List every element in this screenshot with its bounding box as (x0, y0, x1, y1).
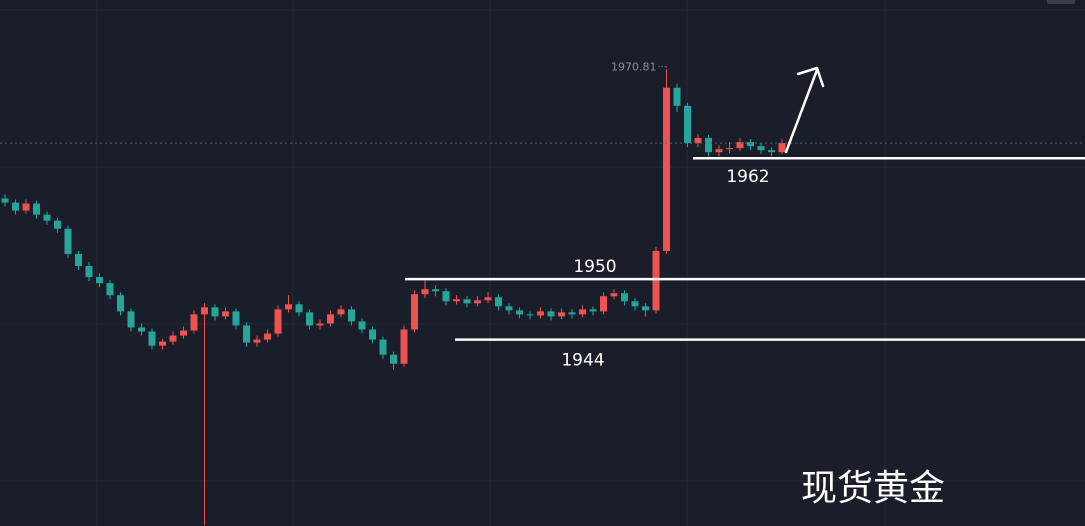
candle-body (453, 299, 460, 302)
candle-body (64, 228, 72, 254)
level-label: 1950 (573, 257, 616, 277)
candle-body (589, 309, 597, 312)
candle-body (537, 311, 544, 316)
candle-body (642, 306, 649, 311)
candle-body (127, 311, 135, 328)
candle-body (421, 289, 429, 295)
candle-body (663, 87, 670, 251)
candle-body (631, 301, 639, 307)
candle-body (684, 105, 691, 144)
candle-body (348, 309, 355, 322)
candle-body (726, 148, 733, 150)
candle-body (43, 214, 51, 221)
candle-body (568, 312, 576, 315)
high-label: 1970.81 (611, 60, 657, 73)
candle-body (621, 293, 628, 302)
candle-body (33, 203, 40, 215)
candle-body (736, 142, 744, 149)
candle-body (201, 307, 208, 315)
candle-body (1, 198, 9, 203)
candle-body (673, 87, 681, 106)
candle-body (463, 299, 471, 304)
candle-body (190, 314, 198, 331)
candle-body (558, 312, 565, 317)
candle-body (715, 149, 723, 153)
candle-body (306, 312, 313, 326)
candle-body (159, 341, 166, 346)
candle-body (516, 310, 523, 315)
plot: 1970.81 1962 1950 1944 (0, 60, 1085, 525)
candle-body (652, 250, 660, 311)
candle-body (495, 297, 502, 307)
candle-body (169, 335, 177, 342)
candle-body (316, 323, 324, 326)
candle-body (705, 138, 712, 153)
candle-body (505, 306, 513, 311)
candle-body (337, 309, 345, 315)
candle-body (253, 339, 261, 343)
candle-body (106, 283, 114, 296)
candle-body (232, 311, 240, 326)
candle-body (757, 146, 765, 151)
candle-body (96, 277, 103, 284)
candle-body (148, 331, 156, 346)
candle-body (222, 311, 229, 317)
candle-body (547, 311, 555, 317)
candle-body (600, 296, 607, 312)
level-label: 1944 (561, 351, 604, 371)
candle-body (694, 138, 702, 144)
candle-body (442, 291, 450, 302)
corner-button[interactable] (1047, 0, 1075, 4)
candle-body (180, 330, 187, 336)
candle-body (768, 150, 775, 153)
candle-body (243, 325, 250, 343)
candle-body (274, 309, 282, 334)
candle-body (474, 300, 481, 304)
candle-body (54, 220, 61, 229)
candle-body (390, 354, 397, 364)
candle-body (411, 294, 418, 330)
candle-body (400, 329, 408, 364)
candle-body (211, 307, 219, 317)
candle-body (379, 339, 387, 355)
candle-body (369, 329, 376, 340)
candle-body (264, 333, 271, 340)
candle-body (85, 266, 93, 278)
candle-body (358, 321, 366, 330)
candle-body (747, 142, 754, 147)
candle-body (285, 304, 292, 310)
candle-body (526, 314, 534, 316)
candle-body (778, 143, 786, 153)
candle-body (12, 202, 19, 211)
candle-body (22, 203, 30, 211)
candle-body (138, 327, 145, 332)
arrow (784, 66, 825, 154)
candle-body (432, 289, 439, 292)
candle-body (75, 253, 82, 267)
candle-body (117, 295, 124, 312)
candle-body (579, 309, 586, 315)
candle-body (327, 314, 334, 324)
candle-body (484, 297, 492, 301)
candle-body (610, 293, 618, 297)
level-label: 1962 (726, 167, 769, 187)
watermark: 现货黄金 (801, 468, 945, 509)
candle-body (295, 304, 303, 313)
